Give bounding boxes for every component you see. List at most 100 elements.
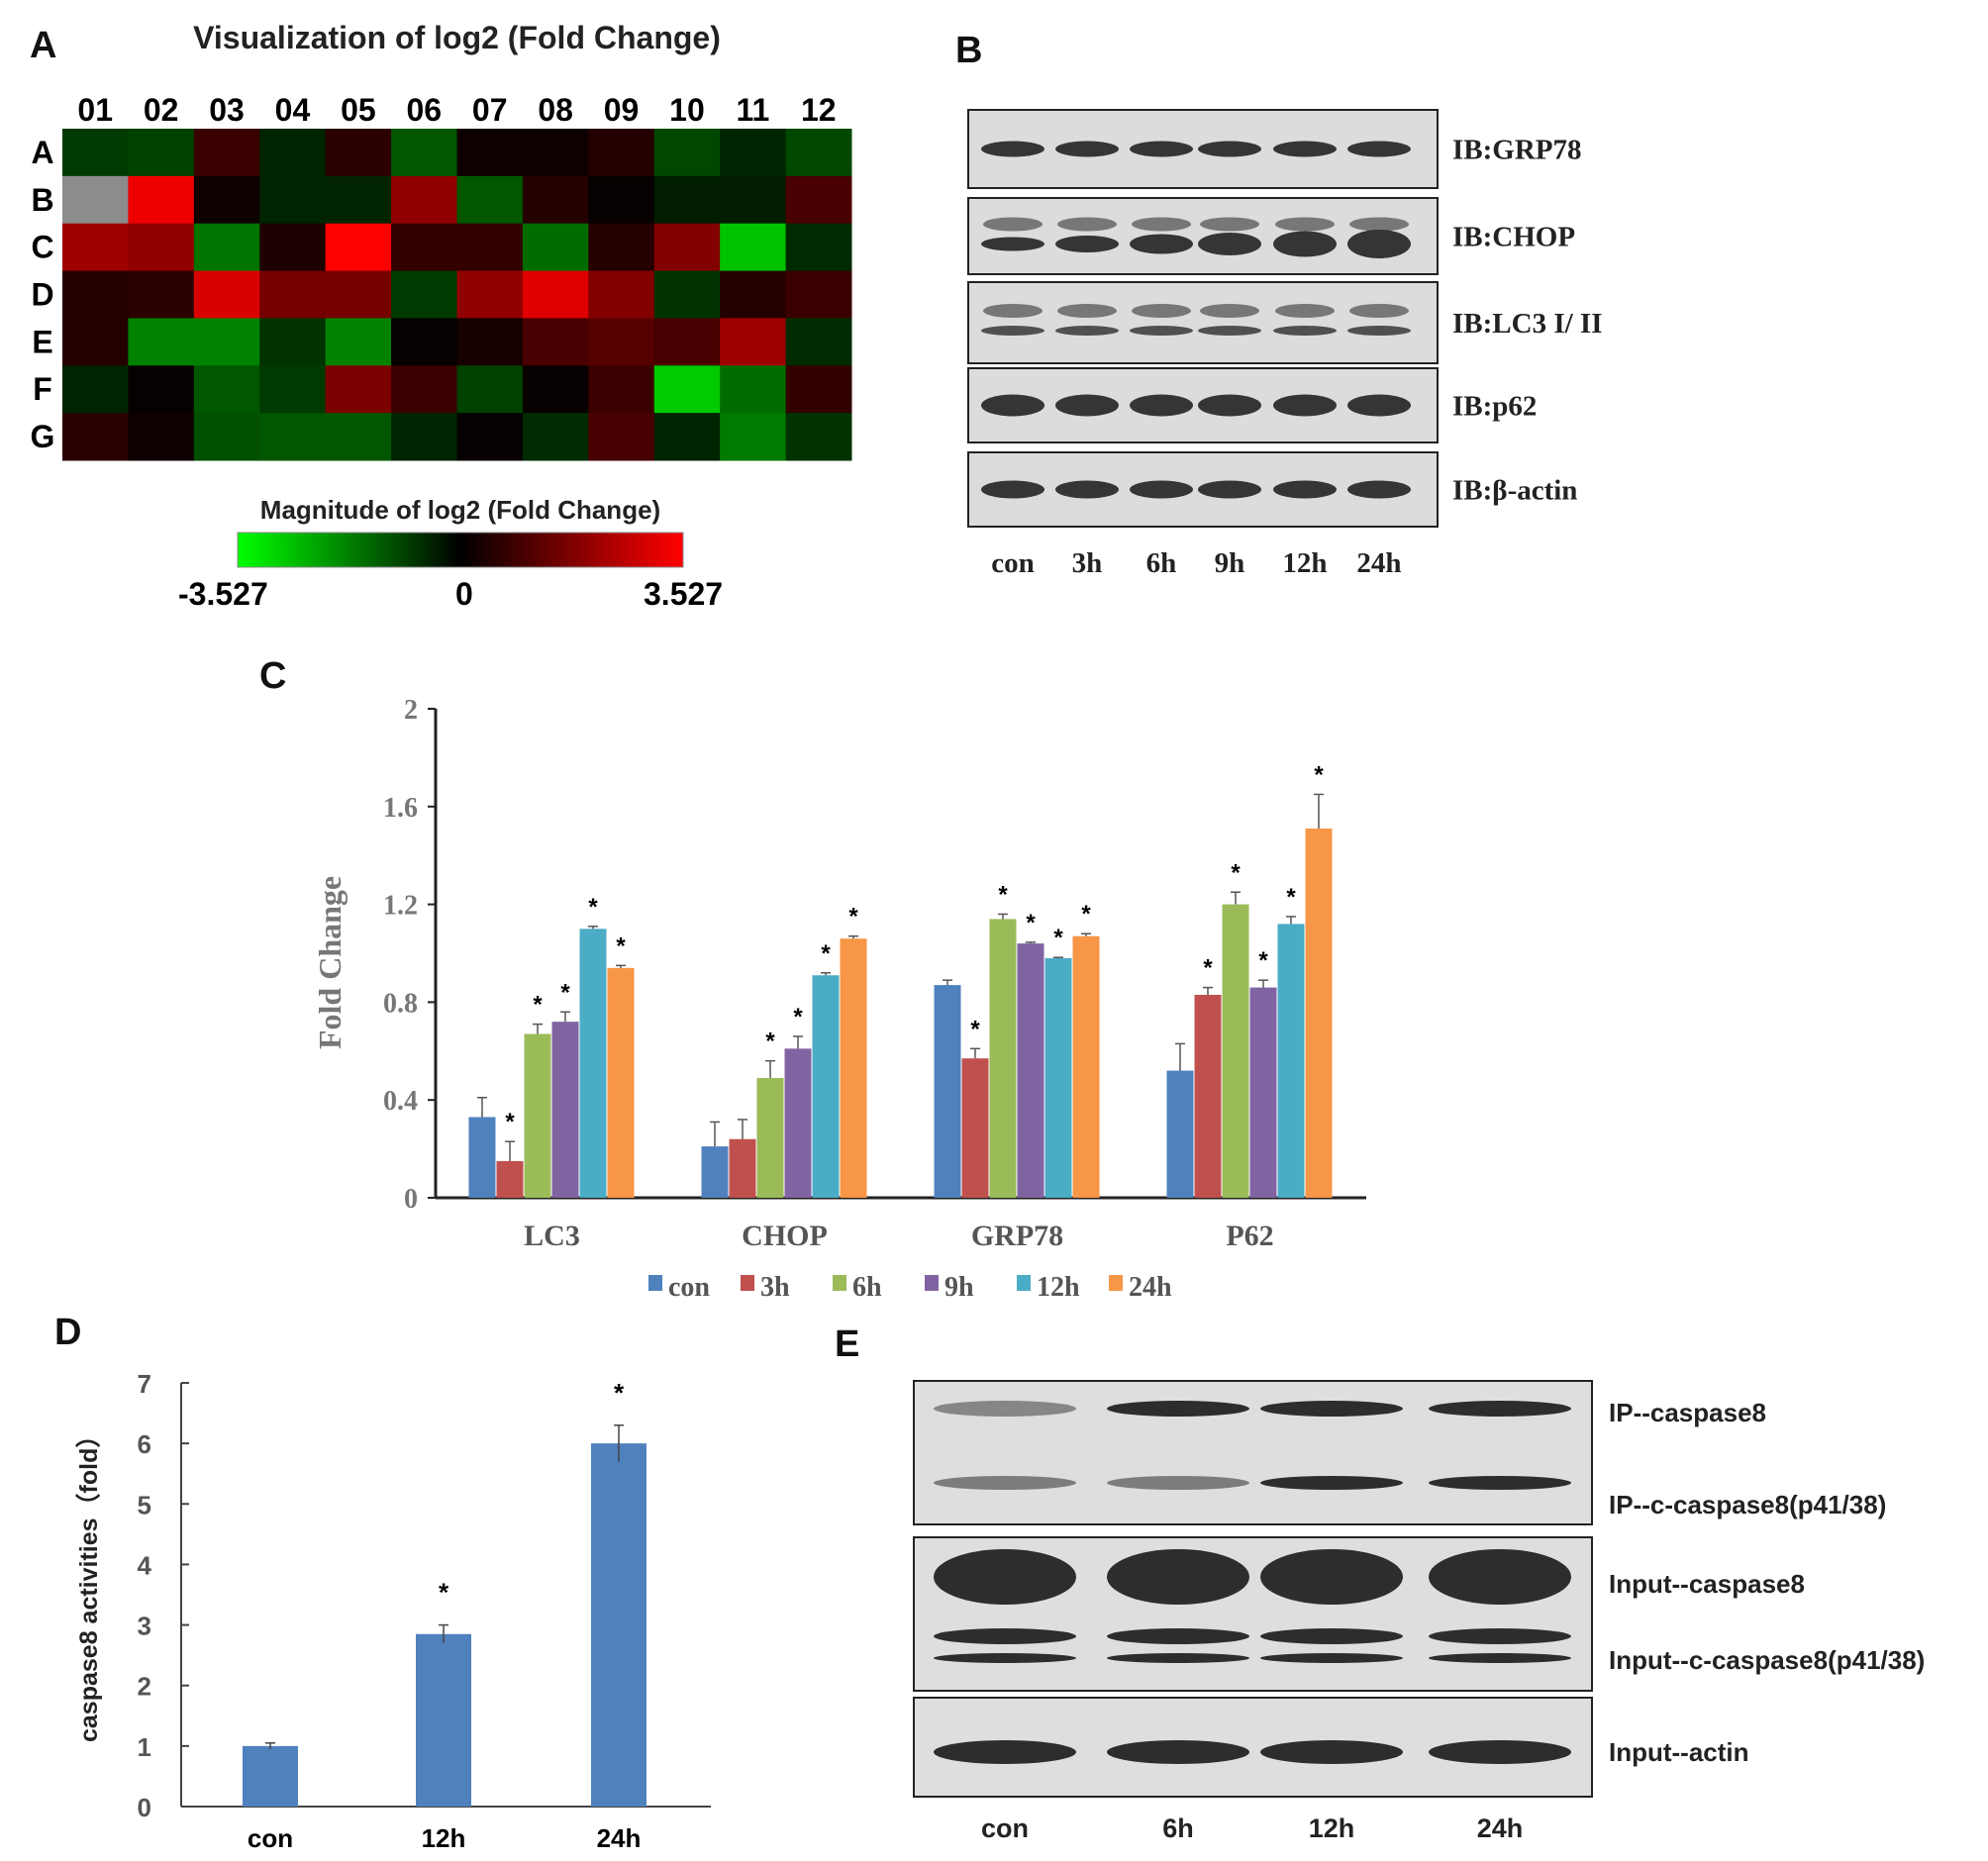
blot-e-lane-label: 24h	[1477, 1813, 1524, 1843]
chart-c-significance-mark: *	[560, 979, 570, 1006]
blot-b-band	[1055, 236, 1119, 252]
chart-c-significance-mark: *	[1203, 955, 1213, 982]
blot-b-band	[981, 480, 1044, 499]
blot-b-band	[1130, 141, 1193, 157]
blot-b-band	[1200, 304, 1259, 318]
blot-e-label: Input--c-caspase8(p41/38)	[1609, 1645, 1925, 1675]
heatmap-column-label: 02	[144, 92, 179, 128]
heatmap-cell	[193, 318, 260, 366]
blot-b-band	[1055, 141, 1119, 157]
heatmap-cell	[522, 223, 589, 272]
chart-c-category-label: CHOP	[742, 1220, 828, 1252]
chart-c-significance-mark: *	[1081, 901, 1091, 928]
chart-c-bar	[1222, 904, 1249, 1198]
chart-c-significance-mark: *	[533, 992, 543, 1019]
blot-b-band	[1198, 480, 1261, 499]
blot-e-band	[934, 1549, 1076, 1605]
blot-e-label: IP--c-caspase8(p41/38)	[1609, 1490, 1886, 1519]
heatmap-cell	[785, 175, 852, 225]
heatmap-cell	[193, 223, 260, 272]
chart-c-bar	[729, 1138, 756, 1198]
blot-b-lane-label: 24h	[1356, 547, 1401, 579]
heatmap-cell	[653, 318, 721, 366]
heatmap-cell	[522, 129, 589, 177]
chart-c-bar	[961, 1058, 989, 1198]
chart-c-significance-mark: *	[765, 1028, 775, 1055]
heatmap-cell	[391, 413, 457, 461]
colorbar-mid-label: 0	[455, 576, 473, 612]
chart-c-legend-swatch	[833, 1275, 846, 1291]
heatmap-cell	[193, 129, 260, 177]
chart-c-ytick-label: 2	[404, 695, 418, 726]
chart-c-bar	[551, 1022, 579, 1198]
heatmap-cell	[456, 413, 524, 461]
heatmap-column-label: 06	[406, 92, 442, 128]
heatmap-cell	[391, 270, 457, 319]
chart-c-bar	[701, 1146, 729, 1198]
blot-b-band	[981, 326, 1044, 336]
heatmap-cell	[588, 365, 655, 414]
blot-b-label: IB:CHOP	[1452, 222, 1575, 253]
heatmap-cell	[62, 223, 129, 272]
chart-c-legend-label: 12h	[1037, 1272, 1080, 1303]
blot-b-band	[1055, 326, 1119, 336]
chart-c-legend-swatch	[925, 1275, 939, 1291]
chart-d-significance-mark: *	[614, 1378, 625, 1408]
heatmap-cell	[325, 175, 392, 225]
panel-label-a: A	[30, 25, 57, 66]
heatmap-cell	[720, 413, 787, 461]
blot-e-lane-label: con	[981, 1813, 1029, 1843]
chart-c-significance-mark: *	[793, 1004, 803, 1030]
heatmap-cell	[62, 175, 129, 225]
heatmap-cell	[653, 129, 721, 177]
heatmap-cell	[325, 129, 392, 177]
heatmap-cell	[522, 318, 589, 366]
heatmap-cell	[456, 270, 524, 319]
heatmap-cell	[522, 175, 589, 225]
blot-e-band	[1107, 1740, 1249, 1764]
heatmap-cell	[259, 365, 327, 414]
chart-c-significance-mark: *	[1258, 947, 1268, 974]
heatmap-cell	[391, 318, 457, 366]
heatmap-cell	[128, 129, 195, 177]
chart-c-bar	[1249, 987, 1277, 1198]
blot-e-band	[1107, 1476, 1249, 1490]
blot-b-band	[981, 141, 1044, 157]
heatmap-cell	[391, 223, 457, 272]
heatmap-column-label: 07	[472, 92, 508, 128]
chart-c-bar	[468, 1117, 496, 1198]
blot-b-lane-label: 12h	[1282, 547, 1327, 579]
chart-d-ytick-label: 1	[138, 1732, 151, 1762]
chart-c-significance-mark: *	[505, 1109, 515, 1135]
heatmap-cell	[720, 365, 787, 414]
chart-c-bar	[1166, 1070, 1194, 1198]
chart-c-significance-mark: *	[1053, 925, 1063, 951]
chart-c-ytick-label: 0.8	[383, 988, 418, 1019]
blot-b-band	[1347, 394, 1411, 417]
panel-label-c: C	[259, 655, 287, 697]
blot-b-membrane	[967, 281, 1439, 364]
heatmap-column-label: 08	[538, 92, 573, 128]
heatmap-cell	[259, 413, 327, 461]
heatmap-cell	[653, 365, 721, 414]
chart-c-category-label: P62	[1226, 1220, 1273, 1252]
colorbar-title: Magnitude of log2 (Fold Change)	[259, 495, 661, 525]
chart-c-bar	[1277, 924, 1305, 1198]
heatmap-cell	[325, 318, 392, 366]
heatmap-cell	[193, 365, 260, 414]
heatmap-cell	[785, 223, 852, 272]
chart-c-bar	[784, 1048, 812, 1198]
heatmap-cell	[62, 270, 129, 319]
blot-e-band	[1260, 1401, 1403, 1417]
heatmap-cell	[259, 318, 327, 366]
heatmap-column-label: 01	[77, 92, 113, 128]
blot-b-band	[1275, 304, 1335, 318]
heatmap-cell	[193, 413, 260, 461]
blot-b-lane-label: con	[991, 547, 1035, 579]
chart-c-bar	[1044, 957, 1072, 1198]
blot-b-band	[1130, 326, 1193, 336]
blot-e-band	[1260, 1628, 1403, 1644]
blot-b-band	[1347, 326, 1411, 336]
chart-c-ytick-label: 1.6	[383, 793, 418, 824]
